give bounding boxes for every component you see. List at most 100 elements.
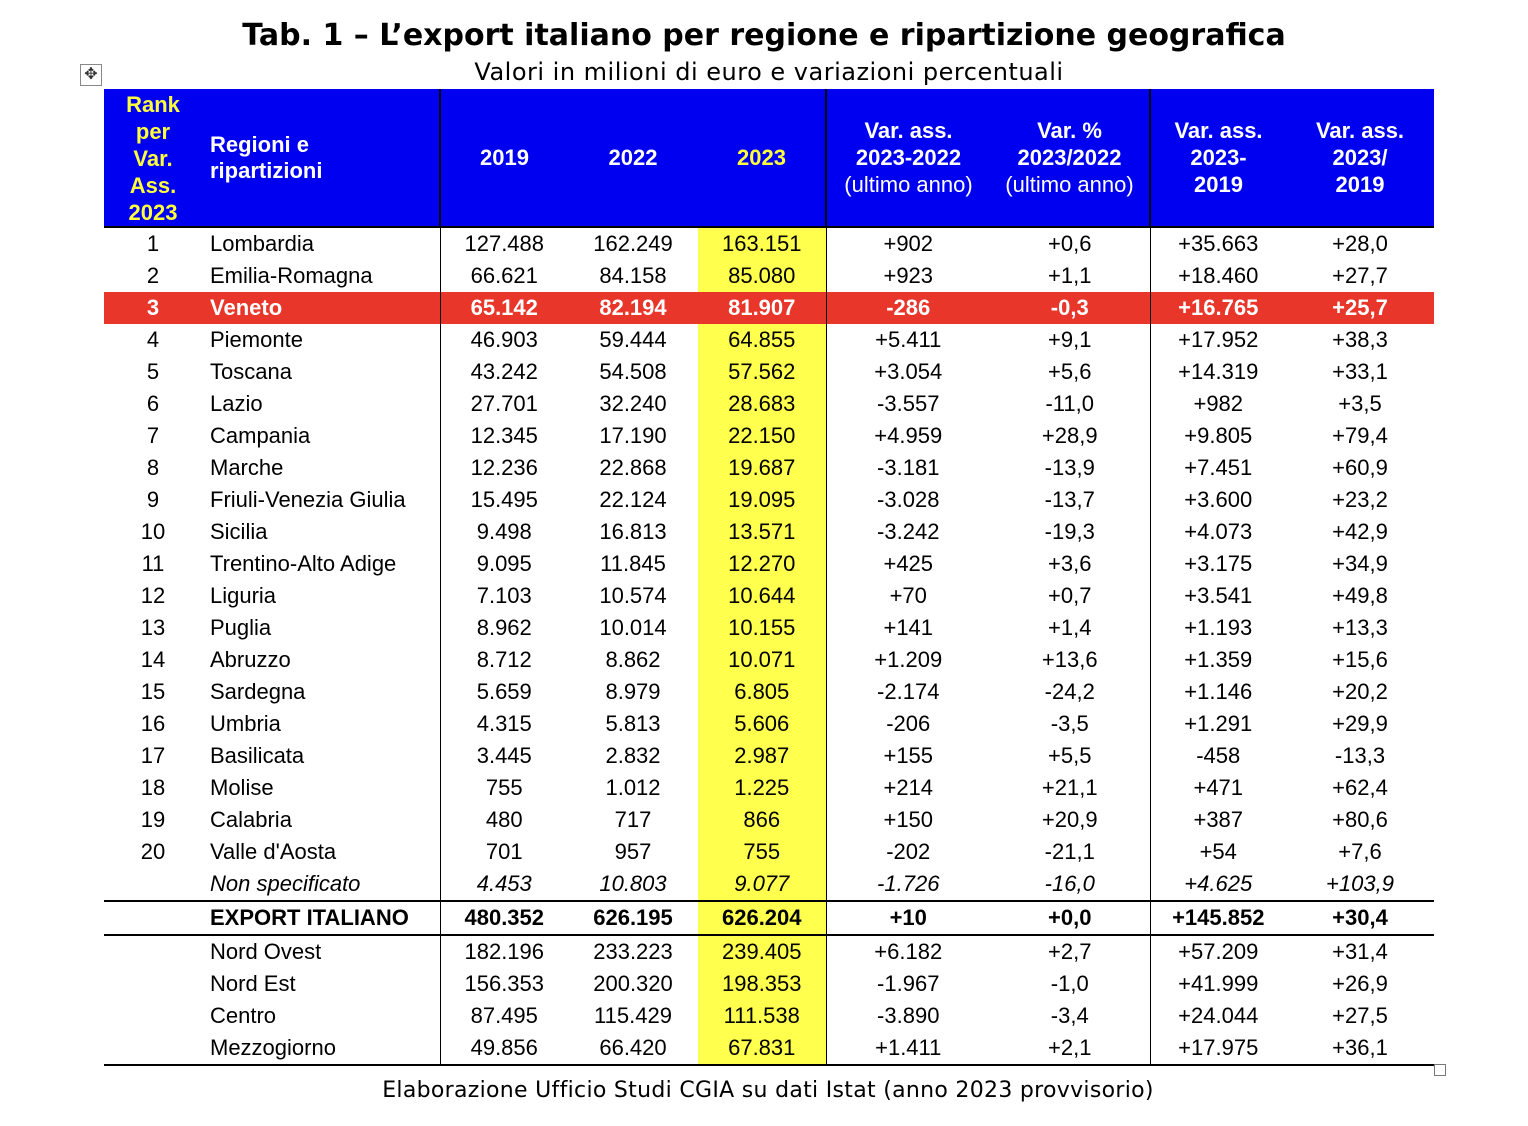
header-var-pct-2019-line: Var. ass. [1315,118,1405,143]
cell-var-ass-2019: +1.193 [1184,615,1253,640]
cell-y2022: 115.429 [594,1003,672,1028]
table-row: 16 Umbria 4.315 5.813 5.606 -206 -3,5 +1.291 +29… [104,708,1434,740]
cell-var-pct: -0,3 [990,292,1151,324]
cell-y2022: 233.223 [593,939,673,964]
cell-var-pct-2019: -13,3 [1334,743,1386,768]
table-row: 14 Abruzzo 8.712 8.862 10.071 +1.209 +13,6 +1.3… [104,644,1434,676]
cell-var-pct-2019: +13,3 [1332,615,1388,640]
cell-rank: 14 [140,647,166,672]
cell-var-ass-2019: +7.451 [1184,455,1253,480]
cell-rank [104,1000,202,1032]
cell-var-ass-2019: +57.209 [1178,939,1259,964]
cell-var-pct-2019: +25,7 [1286,292,1434,324]
header-var-pct-2019-line: 2019 [1335,172,1385,197]
header-var-pct-2019: Var. ass. 2023/ 2019 [1286,89,1434,228]
cell-y2023: 198.353 [698,968,827,1000]
cell-var-pct-2019: +33,1 [1332,359,1388,384]
cell-var-pct: +9,1 [990,324,1151,356]
cell-rank: 10 [140,519,166,544]
header-var-pct-line: 2023/2022 [1017,145,1122,170]
source-note: Elaborazione Ufficio Studi CGIA su dati … [382,1078,1154,1103]
cell-name: Puglia [202,612,441,644]
cell-rank: 4 [146,327,160,352]
cell-var-ass: +214 [883,775,934,800]
table-row: Nord Est 156.353 200.320 198.353 -1.967 -1,0 +… [104,968,1434,1000]
cell-name: Marche [202,452,441,484]
cell-y2023: 13.571 [698,516,827,548]
cell-var-ass-2019: +3.175 [1184,551,1253,576]
cell-rank: 6 [146,391,160,416]
cell-var-ass-2019: +41.999 [1178,971,1259,996]
cell-var-pct: +2,1 [990,1032,1151,1066]
cell-var-pct-2019: +27,5 [1332,1003,1388,1028]
cell-name: Trentino-Alto Adige [202,548,441,580]
header-2019: 2019 [440,89,568,228]
cell-y2022: 162.249 [593,231,673,256]
cell-var-pct: +2,7 [990,935,1151,968]
cell-var-ass: -286 [826,292,990,324]
cell-var-ass: +1.411 [826,1032,990,1066]
cell-var-ass-2019: +24.044 [1178,1003,1259,1028]
table-row: EXPORT ITALIANO 480.352 626.195 626.204 +10 +… [104,900,1434,936]
cell-var-ass-2019: +54 [1199,839,1237,864]
cell-var-ass-2019: +3.600 [1184,487,1253,512]
cell-name: Piemonte [202,324,441,356]
cell-rank: 5 [146,359,160,384]
cell-var-pct: +5,5 [990,740,1151,772]
cell-y2023: 5.606 [698,708,827,740]
cell-y2023: 866 [698,804,827,836]
cell-rank: 11 [141,551,165,576]
cell-var-pct-2019: +34,9 [1332,551,1388,576]
header-rank-line: 2023 [128,200,178,225]
cell-y2019: 15.495 [470,487,538,512]
cell-y2022: 84.158 [599,263,667,288]
cell-y2023: 2.987 [698,740,827,772]
cell-y2023: 1.225 [698,772,827,804]
cell-y2022: 200.320 [593,971,673,996]
cell-var-ass-2019: +3.541 [1184,583,1253,608]
cell-var-pct: +0,7 [990,580,1151,612]
cell-var-ass: -206 [886,711,931,736]
cell-var-pct-2019: +103,9 [1326,871,1394,896]
cell-name: Calabria [202,804,441,836]
header-var-pct: Var. % 2023/2022 (ultimo anno) [990,89,1151,228]
cell-var-pct-2019: +3,5 [1338,391,1382,416]
header-var-pct-line: (ultimo anno) [1005,172,1134,197]
cell-var-pct: -16,0 [990,868,1151,901]
cell-var-ass-2019: +14.319 [1178,359,1259,384]
cell-name: Valle d'Aosta [202,836,441,868]
cell-var-pct-2019: +60,9 [1332,455,1388,480]
cell-y2022: 10.574 [599,583,667,608]
resize-handle-icon[interactable] [1434,1064,1446,1076]
cell-y2023: 22.150 [698,420,827,452]
cell-var-pct-2019: +15,6 [1332,647,1388,672]
cell-rank: 20 [140,839,166,864]
cell-var-pct-2019: +62,4 [1332,775,1388,800]
cell-y2022: 82.194 [568,292,698,324]
cell-var-pct: +3,6 [990,548,1151,580]
cell-y2019: 8.962 [476,615,532,640]
cell-y2019: 65.142 [440,292,568,324]
header-var-ass-2019-line: Var. ass. [1174,118,1263,143]
table-title: Tab. 1 – L’export italiano per regione e… [242,18,1286,53]
cell-var-ass-2019: +4.073 [1184,519,1253,544]
cell-var-ass-2019: +4.625 [1184,871,1253,896]
header-2022: 2022 [568,89,698,228]
cell-y2023: 10.155 [698,612,827,644]
cell-y2022: 11.845 [600,551,666,576]
cell-var-pct: -13,9 [990,452,1151,484]
cell-var-ass-2019: +1.359 [1184,647,1253,672]
cell-var-ass: -3.181 [877,455,940,480]
cell-y2019: 66.621 [470,263,538,288]
cell-var-ass-2019: +1.291 [1184,711,1253,736]
cell-y2023: 19.095 [698,484,827,516]
header-var-pct-line: Var. % [1037,118,1102,143]
cell-name: Campania [202,420,441,452]
cell-y2022: 8.979 [605,679,661,704]
header-rank-line: Var. [133,146,173,171]
move-icon[interactable]: ✥ [80,64,102,86]
cell-rank: 16 [140,711,166,736]
cell-var-ass-2019: -458 [1196,743,1241,768]
table-row: 18 Molise 755 1.012 1.225 +214 +21,1 +471 +62,4 [104,772,1434,804]
cell-var-ass-2019: +387 [1193,807,1244,832]
